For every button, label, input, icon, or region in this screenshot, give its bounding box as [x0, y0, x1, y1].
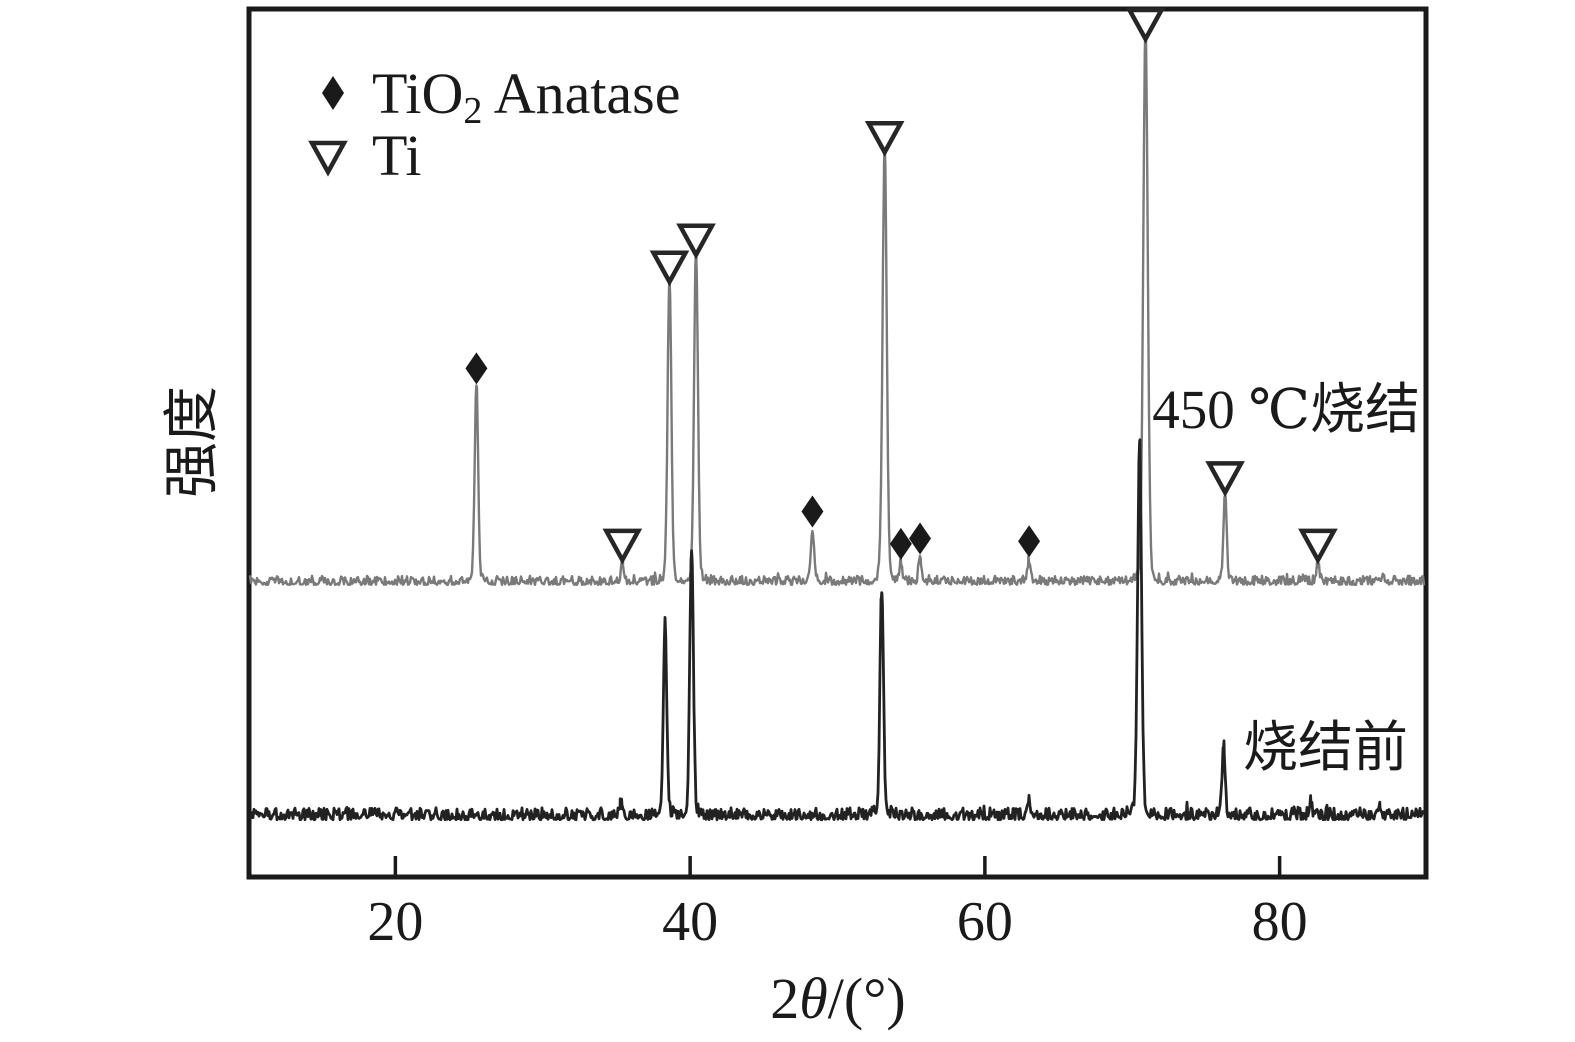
- x-tick-label: 60: [957, 891, 1013, 953]
- legend-anatase-subscript: 2: [463, 90, 482, 132]
- x-axis-tick-labels: 20 40 60 80: [367, 891, 1307, 953]
- diffraction-traces: [248, 29, 1426, 822]
- x-axis-title: 2θ/(°): [770, 966, 905, 1031]
- plot-border: [246, 6, 1429, 880]
- legend-label-ti: Ti: [372, 123, 422, 188]
- legend-anatase-suffix: Anatase: [482, 61, 680, 126]
- ti-triangle-marker: [602, 528, 643, 565]
- label-before-sintering: 烧结前: [1243, 717, 1408, 778]
- anatase-diamond-marker: [465, 352, 488, 385]
- x-axis-ticks: [393, 856, 1282, 875]
- x-axis-title-theta: θ: [799, 966, 828, 1031]
- trace-before-sintering: [248, 438, 1426, 822]
- x-tick-label: 20: [367, 891, 423, 953]
- peak-phase-markers: [465, 7, 1338, 565]
- x-axis-title-unit: /(°): [828, 966, 906, 1031]
- ti-triangle-marker: [864, 120, 905, 157]
- ti-triangle-icon: [308, 140, 348, 177]
- anatase-diamond-marker: [889, 527, 912, 560]
- anatase-diamond-marker: [909, 522, 932, 555]
- trace-450c-sintered: [248, 29, 1426, 586]
- x-axis-title-num: 2: [770, 966, 799, 1031]
- ti-triangle-marker: [649, 250, 690, 287]
- x-tick-label: 40: [662, 891, 718, 953]
- anatase-diamond-marker: [801, 495, 824, 528]
- legend-anatase-formula: TiO: [372, 61, 463, 126]
- y-axis-title: 强度: [162, 386, 224, 498]
- ti-triangle-marker: [1205, 461, 1245, 498]
- legend: TiO2 Anatase Ti: [308, 61, 681, 188]
- label-450c-sintered: 450 ℃烧结: [1152, 379, 1420, 440]
- ti-triangle-marker: [1298, 528, 1338, 565]
- x-tick-label: 80: [1252, 891, 1308, 953]
- legend-label-anatase: TiO2 Anatase: [372, 61, 681, 132]
- ti-triangle-marker: [1125, 7, 1166, 44]
- anatase-diamond-marker: [1018, 525, 1041, 558]
- anatase-diamond-icon: [322, 76, 344, 110]
- ti-triangle-marker: [676, 223, 716, 260]
